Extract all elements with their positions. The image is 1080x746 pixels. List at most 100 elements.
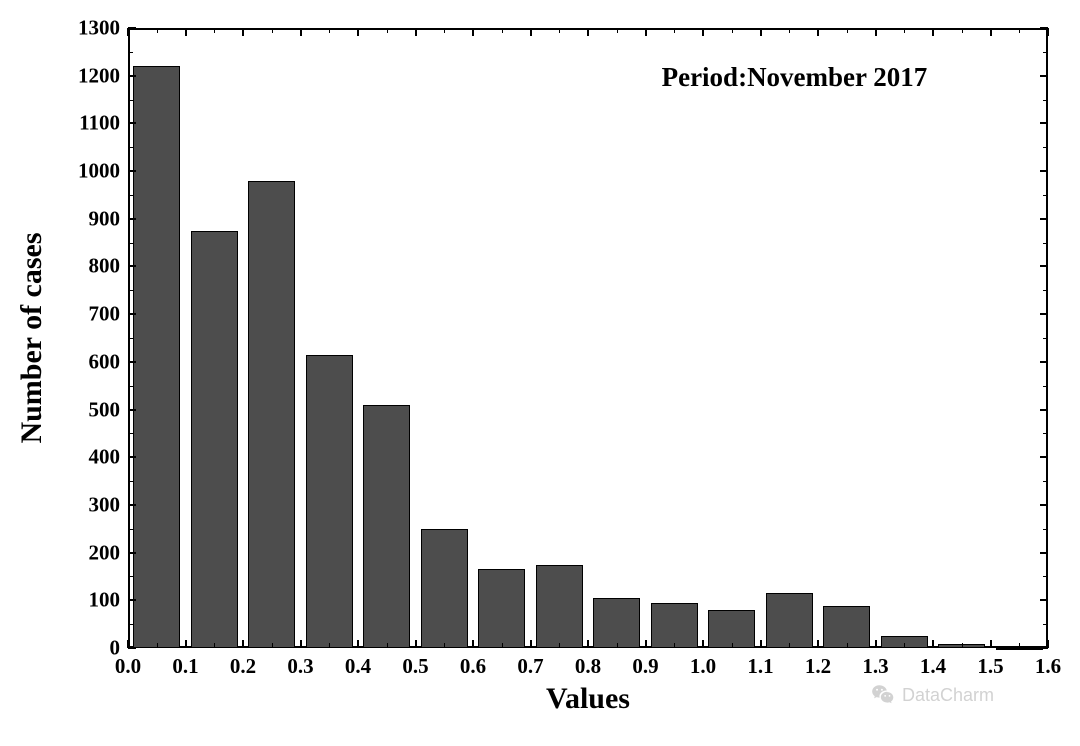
y-tick-right bbox=[1040, 27, 1048, 29]
y-axis-label: Number of cases bbox=[15, 232, 49, 443]
x-tick bbox=[932, 640, 934, 648]
watermark-text: DataCharm bbox=[902, 685, 994, 706]
x-tick-top bbox=[472, 28, 474, 36]
y-tick-label: 300 bbox=[89, 492, 121, 517]
y-minor-tick bbox=[128, 147, 133, 148]
y-tick-right bbox=[1040, 313, 1048, 315]
y-minor-tick-right bbox=[1043, 290, 1048, 291]
x-minor-tick-top bbox=[502, 28, 503, 33]
x-tick-label: 1.4 bbox=[920, 654, 946, 679]
x-tick-label: 1.0 bbox=[690, 654, 716, 679]
x-minor-tick-top bbox=[904, 28, 905, 33]
x-tick-label: 0.9 bbox=[632, 654, 658, 679]
x-tick-top bbox=[932, 28, 934, 36]
y-tick-right bbox=[1040, 265, 1048, 267]
y-minor-tick bbox=[128, 433, 133, 434]
x-minor-tick-top bbox=[1019, 28, 1020, 33]
y-tick bbox=[128, 456, 136, 458]
y-tick-label: 400 bbox=[89, 445, 121, 470]
y-tick-right bbox=[1040, 218, 1048, 220]
x-tick-top bbox=[357, 28, 359, 36]
x-tick-top bbox=[530, 28, 532, 36]
x-tick bbox=[242, 640, 244, 648]
y-tick-label: 900 bbox=[89, 206, 121, 231]
x-axis-label: Values bbox=[546, 682, 630, 716]
x-tick-top bbox=[645, 28, 647, 36]
y-tick bbox=[128, 27, 136, 29]
x-tick bbox=[760, 640, 762, 648]
y-minor-tick-right bbox=[1043, 100, 1048, 101]
x-minor-tick-top bbox=[559, 28, 560, 33]
x-tick bbox=[185, 640, 187, 648]
y-tick-right bbox=[1040, 456, 1048, 458]
x-tick-label: 0.8 bbox=[575, 654, 601, 679]
y-minor-tick bbox=[128, 576, 133, 577]
x-minor-tick bbox=[674, 643, 675, 648]
y-minor-tick-right bbox=[1043, 147, 1048, 148]
x-tick-label: 1.2 bbox=[805, 654, 831, 679]
x-minor-tick-top bbox=[617, 28, 618, 33]
histogram-bar bbox=[823, 606, 870, 648]
x-minor-tick bbox=[847, 643, 848, 648]
x-tick bbox=[357, 640, 359, 648]
x-tick-label: 1.5 bbox=[977, 654, 1003, 679]
x-tick-label: 0.6 bbox=[460, 654, 486, 679]
period-annotation: Period:November 2017 bbox=[662, 62, 928, 93]
x-tick bbox=[875, 640, 877, 648]
y-minor-tick bbox=[128, 481, 133, 482]
y-tick-right bbox=[1040, 361, 1048, 363]
x-tick bbox=[472, 640, 474, 648]
x-tick-top bbox=[875, 28, 877, 36]
y-minor-tick-right bbox=[1043, 386, 1048, 387]
x-tick-top bbox=[760, 28, 762, 36]
y-minor-tick bbox=[128, 529, 133, 530]
x-minor-tick bbox=[502, 643, 503, 648]
x-tick-top bbox=[990, 28, 992, 36]
y-tick-label: 200 bbox=[89, 540, 121, 565]
x-minor-tick bbox=[732, 643, 733, 648]
histogram-bar bbox=[651, 603, 698, 648]
watermark: DataCharm bbox=[870, 682, 994, 708]
x-tick bbox=[587, 640, 589, 648]
histogram-bar bbox=[133, 66, 180, 648]
histogram-bar bbox=[248, 181, 295, 648]
y-tick bbox=[128, 122, 136, 124]
y-tick-right bbox=[1040, 75, 1048, 77]
y-tick-label: 1200 bbox=[78, 63, 120, 88]
y-tick-label: 0 bbox=[110, 636, 121, 661]
y-minor-tick-right bbox=[1043, 195, 1048, 196]
y-tick-label: 800 bbox=[89, 254, 121, 279]
wechat-icon bbox=[870, 682, 896, 708]
histogram-bar bbox=[478, 569, 525, 648]
x-minor-tick-top bbox=[157, 28, 158, 33]
x-tick bbox=[817, 640, 819, 648]
x-tick-label: 1.6 bbox=[1035, 654, 1061, 679]
x-minor-tick bbox=[962, 643, 963, 648]
x-tick-top bbox=[1047, 28, 1049, 36]
y-tick bbox=[128, 313, 136, 315]
y-minor-tick bbox=[128, 338, 133, 339]
x-tick-top bbox=[817, 28, 819, 36]
y-tick-label: 600 bbox=[89, 349, 121, 374]
histogram-chart: 0.00.10.20.30.40.50.60.70.80.91.01.11.21… bbox=[0, 0, 1080, 746]
x-tick-top bbox=[127, 28, 129, 36]
x-minor-tick bbox=[444, 643, 445, 648]
y-minor-tick bbox=[128, 52, 133, 53]
y-tick bbox=[128, 218, 136, 220]
x-tick-label: 0.2 bbox=[230, 654, 256, 679]
y-tick bbox=[128, 265, 136, 267]
y-tick-label: 1000 bbox=[78, 159, 120, 184]
histogram-bar bbox=[536, 565, 583, 648]
x-tick-top bbox=[415, 28, 417, 36]
x-minor-tick bbox=[157, 643, 158, 648]
y-tick-label: 100 bbox=[89, 588, 121, 613]
histogram-bar bbox=[421, 529, 468, 648]
x-tick-top bbox=[300, 28, 302, 36]
x-minor-tick-top bbox=[214, 28, 215, 33]
y-tick-right bbox=[1040, 409, 1048, 411]
x-tick-top bbox=[702, 28, 704, 36]
x-tick-label: 1.3 bbox=[862, 654, 888, 679]
y-tick-right bbox=[1040, 504, 1048, 506]
x-minor-tick bbox=[387, 643, 388, 648]
x-minor-tick-top bbox=[847, 28, 848, 33]
